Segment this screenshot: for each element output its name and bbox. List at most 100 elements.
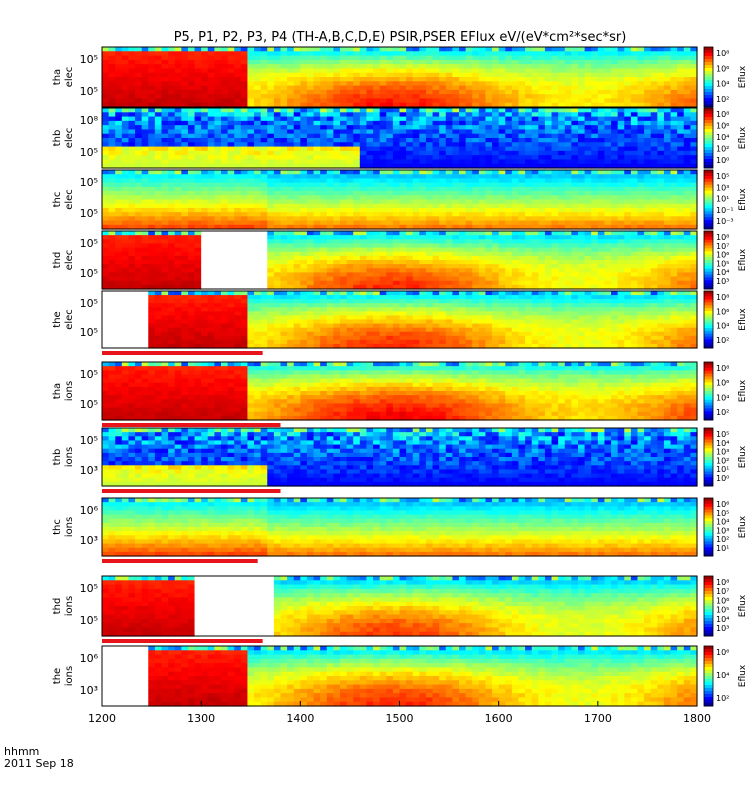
heat-cell [293,125,301,131]
heat-cell [154,231,163,236]
heat-cell [432,191,440,196]
heat-cell [459,55,467,61]
colorbar-segment [704,129,713,133]
heat-cell [571,89,579,95]
heat-cell [657,72,665,78]
heat-cell [359,207,368,213]
heat-cell [227,94,235,100]
heat-cell [227,116,235,122]
heat-cell [472,120,480,126]
heat-cell [511,174,520,180]
heat-cell [234,116,242,122]
heat-cell [254,247,262,253]
heat-cell [670,102,678,108]
heat-cell [386,159,394,165]
heat-cell [657,174,665,180]
heat-cell [439,216,447,222]
heat-cell [174,276,182,282]
heat-cell [637,138,645,143]
heat-cell [412,251,420,257]
heat-cell [432,150,440,156]
heat-cell [240,64,249,70]
heat-cell [670,55,678,61]
heat-cell [478,276,487,282]
heat-cell [617,243,625,249]
heat-cell [617,255,625,261]
heat-cell [624,108,632,113]
heat-cell [320,235,328,240]
heat-cell [194,98,202,104]
heat-cell [300,191,308,196]
heat-cell [214,216,222,222]
heat-cell [214,212,222,217]
heat-cell [425,224,434,230]
heat-cell [353,220,361,226]
heat-cell [121,89,130,95]
heat-cell [353,59,361,65]
heat-cell [128,284,136,290]
heat-cell [511,239,520,245]
heat-cell [544,125,553,131]
heat-cell [425,77,434,82]
heat-cell [392,174,401,180]
heat-cell [115,112,123,118]
heat-cell [551,260,559,265]
heat-cell [306,64,315,70]
heat-cell [459,260,467,265]
heat-cell [121,170,130,175]
heat-cell [399,199,407,205]
heat-cell [353,98,361,104]
heat-cell [214,133,222,139]
heat-cell [518,170,526,175]
heat-cell [260,125,268,131]
heat-cell [194,216,202,222]
heat-cell [267,203,275,209]
heat-cell [683,182,691,188]
heat-cell [247,260,255,265]
heat-cell [240,268,249,274]
heat-cell [340,272,348,278]
heat-cell [102,174,110,180]
heat-cell [478,255,487,261]
heat-cell [650,59,658,65]
heat-cell [102,47,110,52]
heat-cell [333,142,341,148]
heat-cell [287,224,295,230]
heat-cell [260,129,268,135]
heat-cell [518,72,526,78]
heat-cell [214,125,222,131]
heat-cell [214,129,222,135]
heat-cell [511,129,520,135]
heat-cell [683,120,691,126]
heat-cell [373,178,381,184]
heat-cell [558,268,566,274]
heat-cell [478,239,487,245]
heat-cell [644,51,652,57]
heat-cell [459,276,467,282]
heat-cell [386,72,394,78]
heat-cell [227,247,235,253]
heat-cell [544,212,553,217]
heat-cell [478,159,487,165]
heat-cell [544,98,553,104]
heat-cell [214,47,222,52]
heat-cell [386,129,394,135]
heat-cell [445,89,453,95]
heat-cell [677,108,685,113]
heat-cell [578,138,586,143]
heat-cell [287,231,295,236]
heat-cell [254,81,262,87]
heat-cell [300,235,308,240]
heat-cell [115,264,123,269]
heat-cell [597,224,606,230]
heat-cell [128,247,136,253]
heat-cell [544,138,553,143]
heat-cell [313,186,321,192]
heat-cell [432,268,440,274]
heat-cell [677,199,685,205]
heat-cell [624,81,632,87]
heat-cell [247,47,255,52]
heat-cell [260,116,268,122]
heat-cell [267,264,275,269]
heat-cell [108,182,116,188]
